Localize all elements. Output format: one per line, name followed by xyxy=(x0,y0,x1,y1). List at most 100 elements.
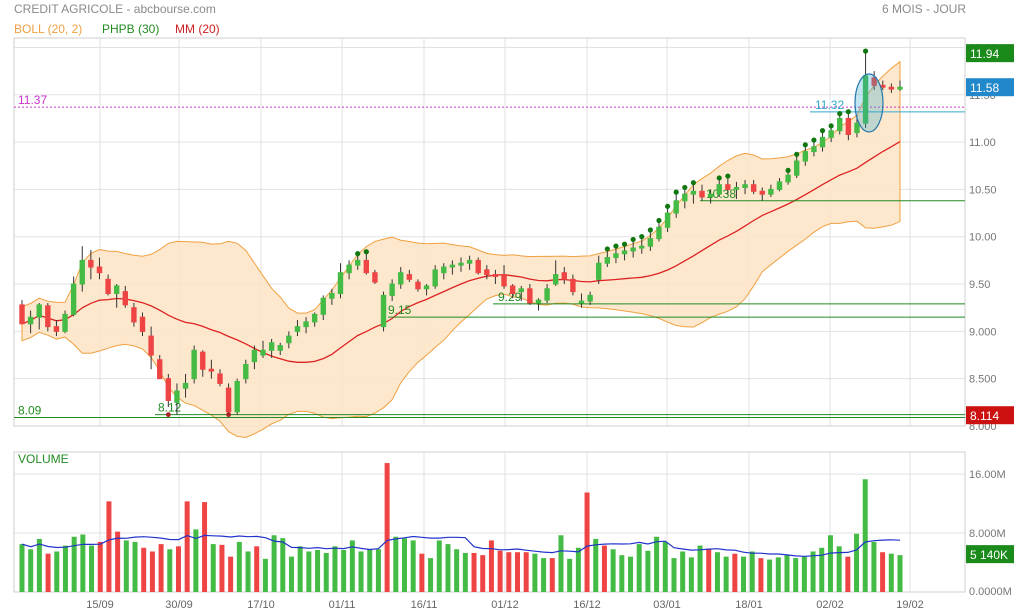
new-high-dot xyxy=(363,249,369,255)
volume-bar xyxy=(880,552,886,592)
candle-body xyxy=(320,297,326,315)
legend-bollinger: BOLL (20, 2) xyxy=(14,22,83,36)
candle-body xyxy=(647,238,654,247)
new-high-dot xyxy=(845,109,851,115)
candle-body xyxy=(27,316,34,325)
volume-bar xyxy=(97,541,103,592)
volume-bar xyxy=(723,556,729,592)
price-tick-label: 8.500 xyxy=(969,374,997,386)
new-high-dot xyxy=(828,123,834,129)
candle-body xyxy=(122,291,128,306)
candle-body xyxy=(570,278,576,293)
volume-bar xyxy=(297,546,303,592)
candle-body xyxy=(794,160,800,176)
volume-bar xyxy=(80,534,86,592)
candle-body xyxy=(596,262,602,280)
volume-bar xyxy=(671,558,677,592)
volume-bar xyxy=(732,553,738,592)
volume-bar xyxy=(254,546,260,592)
new-high-dot xyxy=(837,111,843,117)
volume-bar xyxy=(888,553,894,592)
date-tick-label: 03/01 xyxy=(653,599,681,611)
candle-body xyxy=(475,259,481,274)
price-level-label: 11.37 xyxy=(18,93,47,107)
volume-bar xyxy=(819,547,825,592)
volume-bar xyxy=(515,552,521,592)
volume-bar xyxy=(688,557,694,592)
candle-body xyxy=(243,363,249,380)
candle-body xyxy=(139,316,146,332)
price-high-badge-text: 11.94 xyxy=(970,47,999,61)
volume-bar xyxy=(288,556,294,592)
volume-bar xyxy=(662,541,668,592)
volume-panel-label: VOLUME xyxy=(18,452,69,466)
candle-body xyxy=(79,259,85,285)
volume-bar xyxy=(636,544,642,592)
volume-bar xyxy=(593,538,599,592)
candle-body xyxy=(148,335,154,356)
candle-body xyxy=(260,349,266,356)
price-tick-label: 10.00 xyxy=(969,232,997,244)
candle-body xyxy=(682,193,688,202)
candle-body xyxy=(19,304,25,325)
candle-body xyxy=(742,184,748,189)
volume-bar xyxy=(680,551,686,592)
volume-bar xyxy=(741,556,747,592)
candle-body xyxy=(725,184,731,190)
new-high-dot xyxy=(725,173,731,179)
new-high-dot xyxy=(690,180,697,186)
candle-body xyxy=(372,272,378,283)
candle-body xyxy=(656,226,662,240)
price-level-label: 8.12 xyxy=(158,401,182,415)
volume-bar xyxy=(749,551,755,592)
new-high-dot xyxy=(673,189,679,195)
volume-bar xyxy=(775,557,781,592)
candle-body xyxy=(492,274,499,277)
volume-bar xyxy=(71,536,77,592)
volume-bar xyxy=(19,544,25,592)
candle-body xyxy=(733,187,740,190)
volume-bar xyxy=(428,558,434,592)
period-label[interactable]: 6 MOIS - JOUR xyxy=(881,2,966,16)
candle-body xyxy=(423,285,430,290)
volume-bar xyxy=(106,501,112,592)
volume-bar xyxy=(89,545,95,592)
candle-body xyxy=(234,381,240,413)
candle-body xyxy=(552,274,559,285)
volume-bar xyxy=(245,551,251,592)
volume-bar xyxy=(645,550,651,592)
candle-body xyxy=(363,259,370,274)
candle-body xyxy=(862,75,869,124)
volume-average-line xyxy=(21,534,901,557)
candle-body xyxy=(53,326,60,332)
candle-body xyxy=(828,130,834,138)
volume-bar xyxy=(497,550,503,592)
date-tick-label: 15/09 xyxy=(86,599,114,611)
date-tick-label: 16/12 xyxy=(573,599,601,611)
volume-bar xyxy=(410,540,416,592)
volume-bar xyxy=(897,555,903,592)
candle-body xyxy=(613,253,619,259)
candle-body xyxy=(88,259,94,268)
candle-body xyxy=(45,305,51,328)
volume-bar xyxy=(184,501,190,592)
candle-body xyxy=(802,151,809,162)
date-tick-label: 19/02 xyxy=(896,599,924,611)
volume-bar xyxy=(610,549,616,592)
volume-bar xyxy=(271,535,277,592)
candle-body xyxy=(277,345,283,351)
date-tick-label: 01/12 xyxy=(491,599,519,611)
candle-body xyxy=(664,212,671,228)
volume-bar xyxy=(306,551,312,592)
candle-body xyxy=(604,257,611,264)
new-high-dot xyxy=(682,184,688,191)
volume-bar xyxy=(767,559,773,592)
price-high-badge xyxy=(966,44,1014,63)
new-high-dot xyxy=(656,217,662,224)
volume-bar xyxy=(36,538,42,592)
legend-moving-average: MM (20) xyxy=(175,22,220,36)
volume-bar xyxy=(584,492,590,592)
candle-body xyxy=(268,342,275,351)
candle-body xyxy=(432,269,438,287)
